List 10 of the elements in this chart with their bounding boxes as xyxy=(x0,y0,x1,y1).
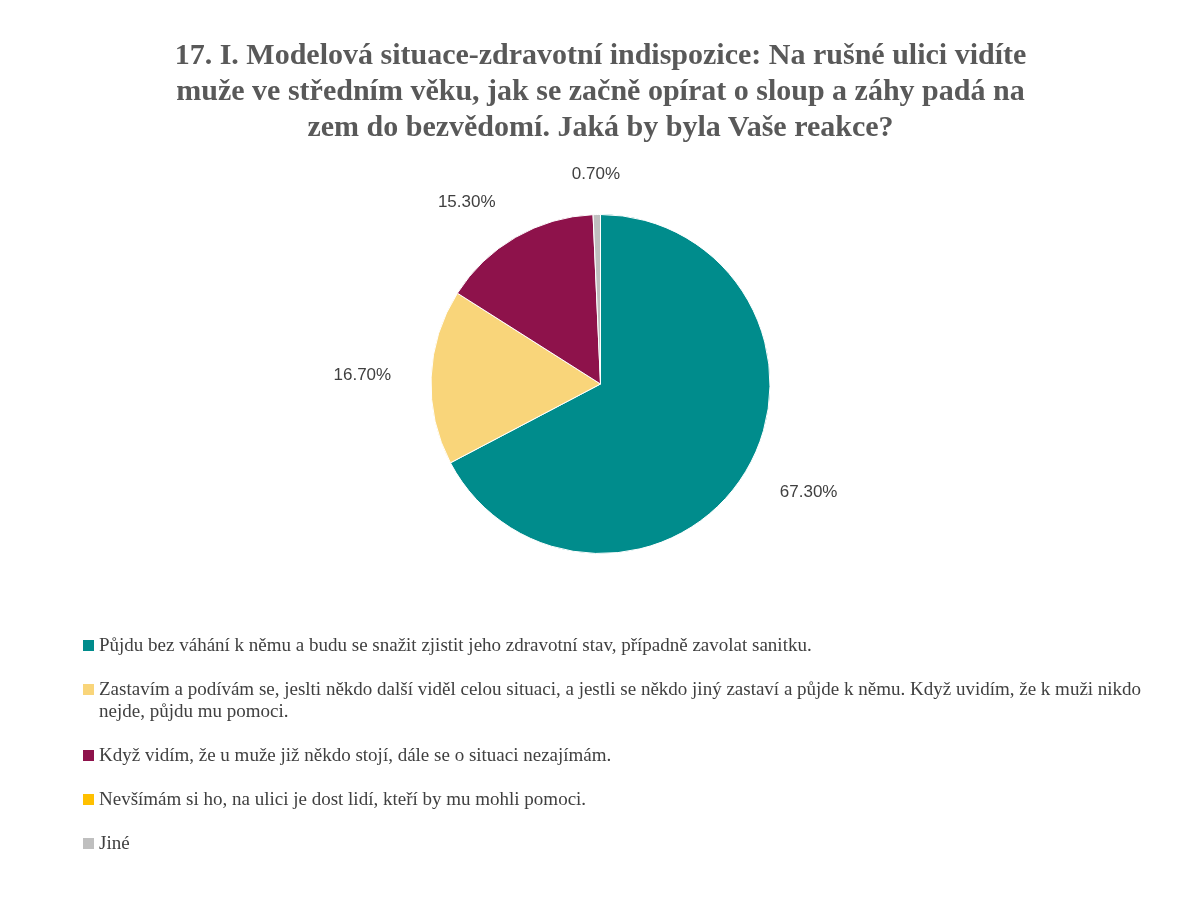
legend-label: Zastavím a podívám se, jeslti někdo další viděl celou situaci, a jestli se někdo jiný zastaví a půjde k němu. Když uvidím, že k muži nikdo nejde, půjdu mu pomoci. xyxy=(99,678,1143,722)
data-label: 16.70% xyxy=(333,365,392,385)
data-label: 67.30% xyxy=(779,482,838,502)
legend-label: Půjdu bez váhání k němu a budu se snažit zjistit jeho zdravotní stav, případně zavolat sanitku. xyxy=(99,634,812,656)
legend-label: Nevšímám si ho, na ulici je dost lidí, kteří by mu mohli pomoci. xyxy=(99,788,587,810)
legend-label: Když vidím, že u muže již někdo stojí, dále se o situaci nezajímám. xyxy=(99,744,612,766)
legend-label: Jiné xyxy=(99,832,130,854)
data-label: 15.30% xyxy=(437,192,496,212)
chart-title: 17. I. Modelová situace-zdravotní indispozice: Na rušné ulici vidíte muže ve středním věku, jak se začně opírat o sloup a záhy padá na zem do bezvědomí. Jaká by byla Vaše reakce? xyxy=(173,36,1028,144)
data-label: 0.70% xyxy=(571,164,620,184)
